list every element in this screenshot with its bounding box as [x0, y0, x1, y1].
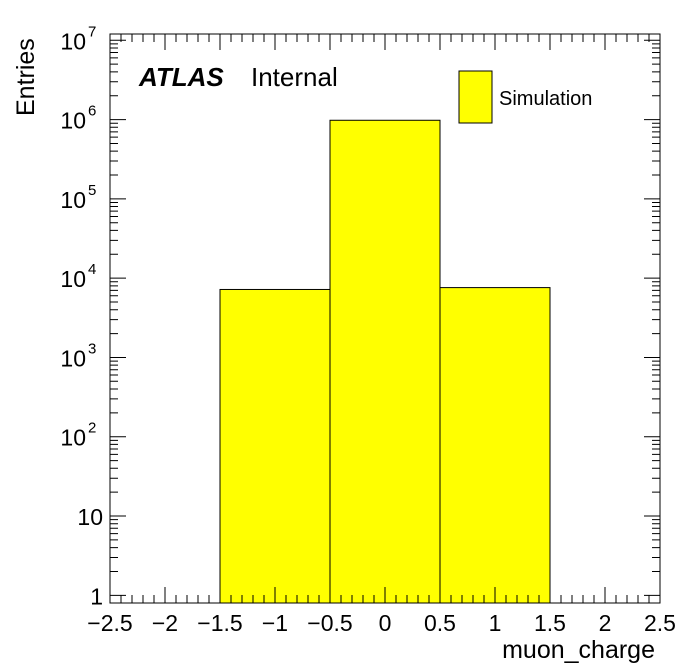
histogram-bar-0: [219, 288, 331, 604]
y-tick-exponent: 3: [88, 340, 96, 357]
y-tick-label: 10: [60, 345, 86, 371]
x-tick-label: 1.5: [534, 610, 566, 636]
y-tick-exponent: 6: [88, 103, 96, 120]
x-tick-label: 0: [379, 610, 392, 636]
y-tick-exponent: 2: [88, 420, 96, 437]
x-axis-title: muon_charge: [502, 636, 655, 664]
x-tick-label: −2.5: [87, 610, 132, 636]
atlas-label: ATLAS: [138, 62, 224, 92]
y-tick-exponent: 7: [88, 23, 96, 40]
y-tick-label: 1: [90, 583, 103, 609]
legend: Simulation: [458, 70, 592, 124]
legend-entry-simulation: Simulation: [499, 88, 592, 110]
x-tick-label: −2: [152, 610, 178, 636]
x-tick-labels: −2.5 −2 −1.5 −1 −0.5 0 0.5 1 1.5 2 2.5: [87, 610, 676, 636]
x-tick-label: −0.5: [307, 610, 352, 636]
x-tick-label: 0.5: [424, 610, 456, 636]
y-tick-exponent: 5: [88, 182, 96, 199]
x-tick-label: 2.5: [644, 610, 676, 636]
y-tick-label: 10: [60, 108, 86, 134]
y-tick-label: 10: [60, 28, 86, 54]
y-tick-label: 10: [60, 425, 86, 451]
plot-frame: [109, 33, 661, 604]
legend-swatch: [458, 70, 493, 124]
x-tick-label: 2: [599, 610, 612, 636]
x-tick-label: −1: [262, 610, 288, 636]
histogram-bar-2: [439, 287, 551, 604]
internal-label: Internal: [251, 62, 338, 92]
y-tick-label: 10: [77, 504, 103, 530]
histogram-bars: [219, 119, 551, 604]
y-tick-exponent: 4: [88, 261, 96, 278]
y-tick-label: 10: [60, 266, 86, 292]
y-tick-label: 10: [60, 187, 86, 213]
histogram-bar-1: [329, 119, 441, 604]
x-tick-label: −1.5: [197, 610, 242, 636]
x-tick-label: 1: [489, 610, 502, 636]
y-axis-title: Entries: [12, 38, 40, 116]
